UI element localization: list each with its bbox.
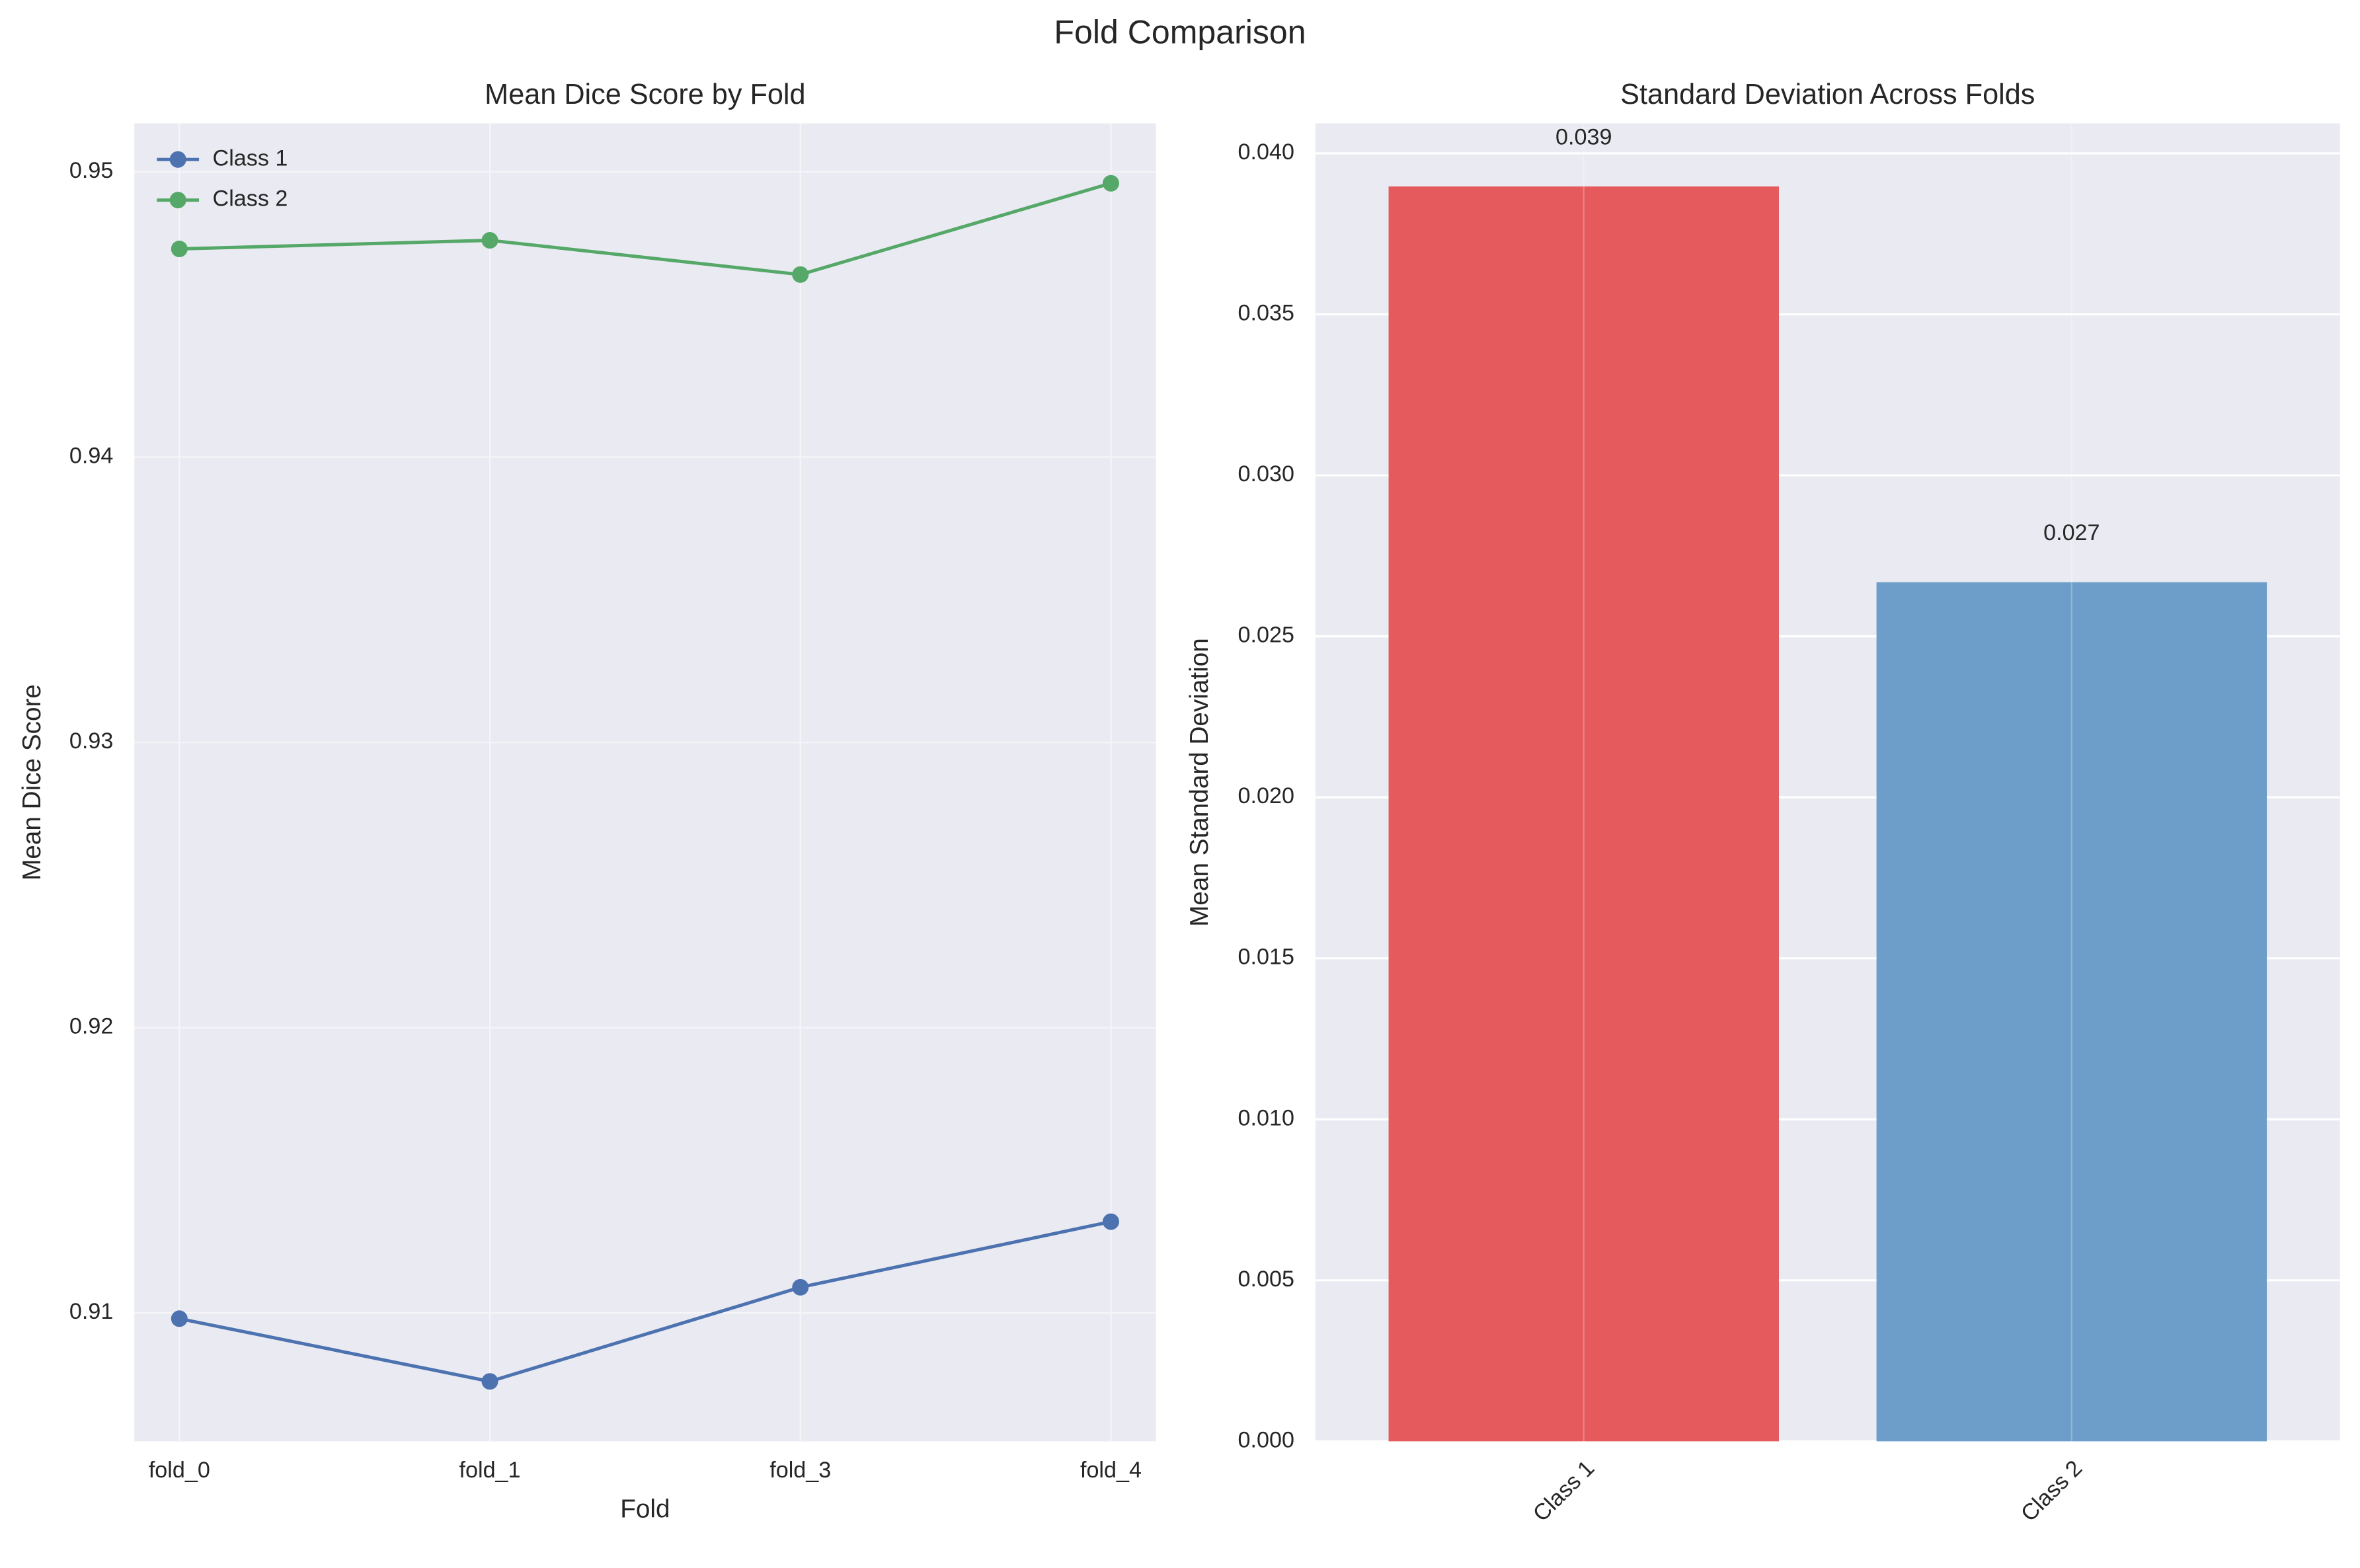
y-tick-label: 0.92 — [69, 1014, 113, 1039]
x-tick-label: fold_1 — [459, 1458, 521, 1483]
value-label: 0.039 — [1555, 124, 1612, 149]
marker — [792, 266, 809, 283]
legend-label: Class 1 — [213, 145, 288, 171]
x-tick-label: fold_4 — [1080, 1458, 1142, 1483]
legend-marker — [169, 151, 186, 168]
legend-marker — [169, 192, 186, 209]
marker — [481, 1373, 498, 1390]
marker — [171, 1310, 188, 1327]
marker — [1102, 1213, 1119, 1230]
y-tick-label: 0.035 — [1238, 301, 1294, 326]
x-axis-label: Fold — [620, 1495, 670, 1523]
y-tick-label: 0.040 — [1238, 139, 1294, 165]
y-tick-label: 0.94 — [69, 444, 113, 469]
y-tick-label: 0.95 — [69, 158, 113, 183]
y-tick-label: 0.93 — [69, 728, 113, 754]
x-tick-label: fold_0 — [149, 1458, 210, 1483]
bar — [1388, 186, 1779, 1442]
marker — [1102, 175, 1119, 192]
x-tick-label: fold_3 — [769, 1458, 831, 1483]
y-tick-label: 0.000 — [1238, 1427, 1294, 1452]
y-tick-label: 0.005 — [1238, 1267, 1294, 1292]
y-tick-label: 0.030 — [1238, 461, 1294, 487]
x-tick-label: Class 1 — [1528, 1456, 1599, 1526]
bar — [1876, 582, 2267, 1442]
y-axis-label: Mean Standard Deviation — [1185, 638, 1214, 927]
y-tick-label: 0.010 — [1238, 1105, 1294, 1130]
marker — [481, 232, 498, 249]
y-tick-label: 0.015 — [1238, 945, 1294, 970]
y-tick-label: 0.025 — [1238, 623, 1294, 648]
plot-area — [134, 123, 1156, 1442]
y-axis-label: Mean Dice Score — [18, 684, 46, 881]
series-line — [179, 181, 1112, 276]
chart-title: Standard Deviation Across Folds — [1620, 79, 2035, 110]
x-tick-label: Class 2 — [2016, 1456, 2087, 1526]
series-line — [178, 1220, 1111, 1384]
value-label: 0.027 — [2043, 520, 2100, 545]
chart-title: Mean Dice Score by Fold — [485, 79, 805, 110]
y-tick-label: 0.91 — [69, 1299, 113, 1324]
y-tick-label: 0.020 — [1238, 783, 1294, 808]
figure-title: Fold Comparison — [1054, 14, 1306, 51]
marker — [171, 240, 188, 258]
marker — [792, 1278, 809, 1296]
legend-label: Class 2 — [213, 186, 288, 212]
